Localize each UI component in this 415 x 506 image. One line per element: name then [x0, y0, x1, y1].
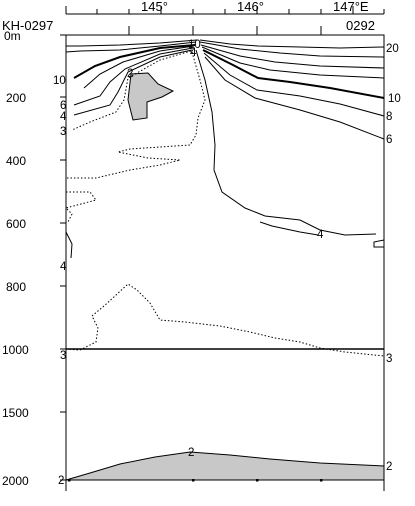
contour-10-right: [202, 49, 385, 99]
contour-fan-2: [65, 41, 197, 53]
shaded-min-patch: [127, 72, 175, 121]
label-c2-bottom-right: 2: [386, 461, 392, 473]
label-c20-right: 20: [386, 43, 399, 55]
contour-fan-1: [66, 39, 198, 47]
label-c8-right: 8: [386, 111, 392, 123]
label-c4-deep-left: 4: [60, 261, 67, 273]
contours-upper: [65, 39, 385, 357]
label-c10-top: 10: [188, 39, 201, 51]
contour-6-right: [204, 56, 385, 140]
depth-label-2000: 2000: [2, 474, 29, 488]
contour-8-left: [83, 45, 195, 89]
label-c4-top: 4: [190, 47, 197, 59]
contour-16: [200, 44, 385, 69]
label-c2-bottom-mid: 2: [188, 447, 194, 459]
bottom-topography: [65, 451, 385, 481]
depth-label-1500: 1500: [2, 406, 29, 420]
label-c3-deep-left: 3: [60, 350, 66, 362]
contour-3-left: [71, 50, 192, 131]
label-c4-left: 4: [60, 111, 67, 123]
contour-6-left: [73, 47, 194, 106]
contour-labels: 10 4 20 10 8 6 10 6 4 3 2 4 4 3 3 2 2 2: [53, 39, 401, 487]
label-c10-left: 10: [53, 75, 66, 87]
lon-label-145: 145°: [141, 0, 168, 14]
depth-label-400: 400: [6, 154, 26, 168]
contour-4-deep-left: [65, 231, 73, 259]
contour-3-plume: [66, 51, 206, 179]
depth-label-600: 600: [6, 217, 26, 231]
depth-label-800: 800: [6, 280, 26, 294]
depth-label-200: 200: [6, 91, 26, 105]
contour-3-deep: [65, 283, 385, 357]
contour-4-left: [73, 49, 193, 116]
contour-bump-right: [373, 239, 385, 248]
bottom-station-dots: [68, 479, 323, 482]
label-c2-bottom-left: 2: [58, 475, 64, 487]
label-c2-patch: 2: [127, 68, 133, 80]
top-axis: 145° 146° 147°E: [65, 0, 385, 15]
label-c6-right: 6: [386, 134, 392, 146]
label-c6-left: 6: [60, 100, 66, 112]
contour-18: [199, 41, 385, 58]
depth-label-1000: 1000: [2, 343, 29, 357]
contour-10-left: [73, 44, 196, 79]
label-c3-left: 3: [60, 126, 66, 138]
contour-8-right: [203, 52, 385, 117]
label-c4-mid: 4: [317, 229, 324, 241]
upper-panel-frame: [65, 34, 385, 350]
station-right-label: 0292: [346, 18, 375, 33]
label-c3-deep-right: 3: [386, 353, 392, 365]
contour-14: [201, 46, 385, 79]
contour-3-left-deep: [65, 191, 97, 223]
depth-axis: 0m 200 400 600 800 1000 1500 2000: [2, 29, 66, 488]
contour-4-mid: [195, 49, 377, 236]
station-left-label: KH-0297: [2, 18, 53, 33]
label-c10-right: 10: [388, 93, 401, 105]
lon-label-147: 147°E: [333, 0, 369, 14]
contour-20: [199, 39, 385, 49]
station-ticks: [128, 26, 322, 35]
lon-label-146: 146°: [237, 0, 264, 14]
depth-label-0: 0m: [4, 29, 21, 43]
contour-4-mid-lower: [259, 221, 319, 236]
